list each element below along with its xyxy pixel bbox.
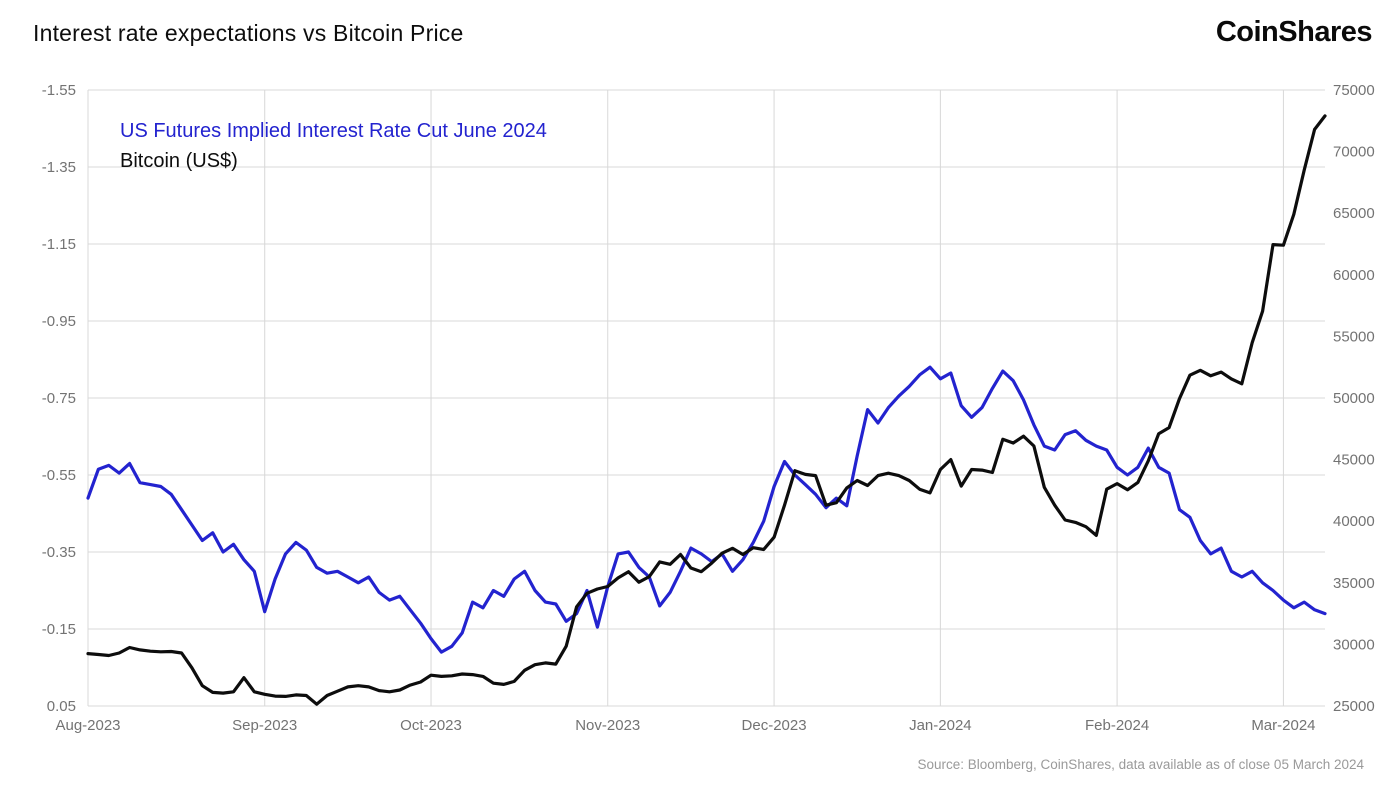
x-axis-tick-label: Nov-2023 bbox=[575, 717, 640, 734]
bitcoin-line bbox=[86, 114, 1327, 706]
chart-legend: US Futures Implied Interest Rate Cut Jun… bbox=[120, 116, 547, 176]
x-axis-tick-label: Aug-2023 bbox=[55, 717, 120, 734]
axis-labels: -1.55 -1.35 -1.15 -0.95 -0.75 -0.55 -0.35 -0.15… bbox=[42, 82, 1375, 734]
legend-bitcoin-label: Bitcoin (US$) bbox=[120, 150, 238, 172]
left-axis-tick-label: -0.95 bbox=[42, 313, 76, 330]
x-axis-tick-label: Feb-2024 bbox=[1085, 717, 1149, 734]
right-axis-tick-label: 50000 bbox=[1333, 390, 1375, 407]
left-axis-tick-label: 0.05 bbox=[47, 698, 76, 715]
x-axis-tick-label: Jan-2024 bbox=[909, 717, 972, 734]
coinshares-logo: CoinShares bbox=[1215, 16, 1373, 48]
gridlines bbox=[87, 89, 1325, 707]
right-axis-tick-label: 40000 bbox=[1333, 513, 1375, 530]
left-axis-tick-label: -0.15 bbox=[42, 621, 76, 638]
right-axis-tick-label: 30000 bbox=[1333, 636, 1375, 653]
right-axis-tick-label: 75000 bbox=[1333, 82, 1375, 99]
right-axis-tick-label: 70000 bbox=[1333, 144, 1375, 161]
right-axis-tick-label: 45000 bbox=[1333, 452, 1375, 469]
left-axis-tick-label: -1.15 bbox=[42, 236, 76, 253]
page-title: Interest rate expectations vs Bitcoin Pr… bbox=[33, 20, 464, 46]
x-axis-tick-label: Dec-2023 bbox=[742, 717, 807, 734]
left-axis-tick-label: -0.55 bbox=[42, 467, 76, 484]
right-axis-tick-label: 65000 bbox=[1333, 205, 1375, 222]
left-axis-tick-label: -0.35 bbox=[42, 544, 76, 561]
x-axis-tick-label: Sep-2023 bbox=[232, 717, 297, 734]
x-axis-tick-label: Mar-2024 bbox=[1251, 717, 1315, 734]
right-axis-tick-label: 55000 bbox=[1333, 328, 1375, 345]
left-axis-tick-label: -0.75 bbox=[42, 390, 76, 407]
left-axis-tick-label: -1.35 bbox=[42, 159, 76, 176]
left-axis-tick-label: -1.55 bbox=[42, 82, 76, 99]
rate-cut-line bbox=[86, 365, 1327, 654]
right-axis-tick-label: 35000 bbox=[1333, 575, 1375, 592]
legend-rate-label: US Futures Implied Interest Rate Cut Jun… bbox=[120, 120, 547, 142]
right-axis-tick-label: 60000 bbox=[1333, 267, 1375, 284]
right-axis-tick-label: 25000 bbox=[1333, 698, 1375, 715]
x-axis-tick-label: Oct-2023 bbox=[400, 717, 462, 734]
source-note: Source: Bloomberg, CoinShares, data avai… bbox=[917, 757, 1364, 772]
